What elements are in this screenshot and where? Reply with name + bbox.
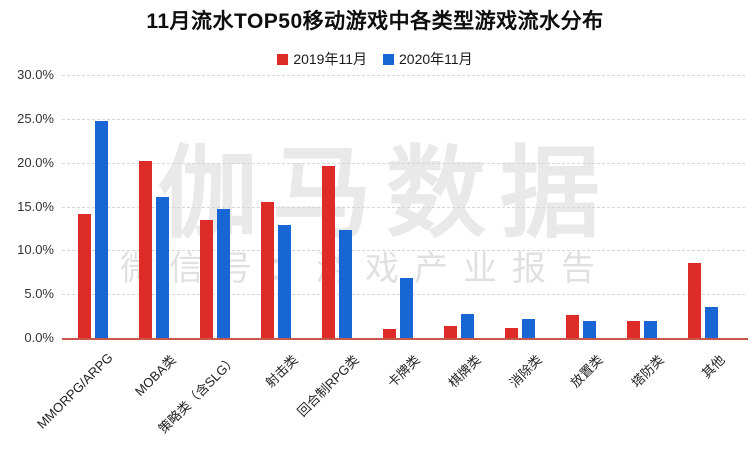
x-axis-label-1: MOBA类 bbox=[131, 352, 179, 400]
bar-2020年11月-MOBA类 bbox=[155, 196, 169, 338]
watermark-text: 伽马数据 bbox=[158, 138, 614, 250]
legend-label: 2020年11月 bbox=[399, 51, 473, 67]
gridline bbox=[62, 206, 745, 208]
bar-2020年11月-棋牌类 bbox=[461, 314, 475, 338]
bar-2020年11月-回合制RPG类 bbox=[338, 230, 352, 338]
bar-group bbox=[429, 75, 490, 338]
bar-2019年11月-塔防类 bbox=[627, 321, 641, 338]
bar-2019年11月-其他 bbox=[688, 263, 702, 338]
gridline bbox=[62, 118, 745, 120]
bar-group bbox=[551, 75, 612, 338]
bar-2019年11月-消除类 bbox=[505, 328, 519, 338]
bar-2020年11月-消除类 bbox=[522, 318, 536, 338]
bar-group bbox=[184, 75, 245, 338]
legend-swatch-icon bbox=[383, 53, 394, 65]
gridline bbox=[62, 75, 745, 76]
y-tick-label: 10.0% bbox=[17, 242, 54, 258]
x-axis-label-2: 策略类（含SLG） bbox=[155, 352, 240, 437]
plot-area bbox=[62, 75, 734, 338]
watermark-subtext: 微信号：游戏产业报告 bbox=[120, 250, 610, 288]
legend-swatch-icon bbox=[277, 53, 289, 65]
bar-2019年11月-射击类 bbox=[260, 202, 274, 338]
y-tick-label: 5.0% bbox=[24, 286, 54, 302]
bar-2019年11月-棋牌类 bbox=[444, 325, 458, 338]
bar-2020年11月-卡牌类 bbox=[400, 278, 414, 338]
x-axis-label-0: MMORPG/ARPG bbox=[33, 350, 116, 432]
bar-2019年11月-MOBA类 bbox=[138, 160, 152, 338]
y-tick-label: 30.0% bbox=[17, 67, 54, 82]
x-axis-label-4: 回合制RPG类 bbox=[294, 352, 362, 420]
y-tick-label: 25.0% bbox=[17, 110, 54, 126]
bar-2020年11月-放置类 bbox=[583, 321, 597, 338]
bar-group bbox=[490, 75, 551, 338]
x-axis-label-3: 射击类 bbox=[262, 352, 301, 391]
legend-label: 2019年11月 bbox=[293, 51, 367, 67]
x-axis-label-10: 其他 bbox=[699, 352, 729, 382]
y-tick-label: 20.0% bbox=[17, 154, 54, 170]
x-axis-label-6: 棋牌类 bbox=[445, 352, 484, 391]
chart-legend: 2019年11月 2020年11月 bbox=[0, 49, 750, 69]
bar-group bbox=[306, 75, 367, 338]
x-axis-label-7: 消除类 bbox=[506, 352, 545, 391]
bar-2019年11月-卡牌类 bbox=[383, 329, 397, 338]
legend-item-0: 2019年11月 bbox=[277, 49, 367, 69]
gridline bbox=[62, 162, 745, 164]
bar-2020年11月-射击类 bbox=[277, 224, 291, 338]
bar-2020年11月-塔防类 bbox=[644, 321, 658, 338]
bar-group bbox=[245, 75, 306, 338]
bar-2020年11月-其他 bbox=[705, 307, 719, 338]
bar-2020年11月-MMORPG/ARPG bbox=[94, 120, 108, 338]
bar-group bbox=[123, 75, 184, 338]
bar-2019年11月-放置类 bbox=[566, 315, 580, 338]
y-tick-label: 15.0% bbox=[17, 198, 54, 214]
bar-group bbox=[62, 75, 123, 338]
gridline bbox=[62, 250, 745, 252]
bar-2020年11月-策略类（含SLG） bbox=[216, 209, 230, 338]
x-axis-label-9: 塔防类 bbox=[628, 352, 668, 391]
x-axis-label-5: 卡牌类 bbox=[384, 352, 423, 391]
x-axis-line bbox=[62, 338, 748, 340]
y-tick-label: 0.0% bbox=[24, 330, 54, 345]
bar-group bbox=[367, 75, 428, 338]
chart-title: 11月流水TOP50移动游戏中各类型游戏流水分布 bbox=[146, 10, 604, 33]
bar-group bbox=[673, 75, 734, 338]
bar-2019年11月-回合制RPG类 bbox=[321, 166, 335, 338]
legend-item-1: 2020年11月 bbox=[383, 49, 473, 69]
bar-2019年11月-策略类（含SLG） bbox=[199, 219, 213, 338]
bar-group bbox=[612, 75, 673, 338]
x-axis-label-8: 放置类 bbox=[567, 352, 606, 391]
bar-2019年11月-MMORPG/ARPG bbox=[77, 213, 91, 338]
